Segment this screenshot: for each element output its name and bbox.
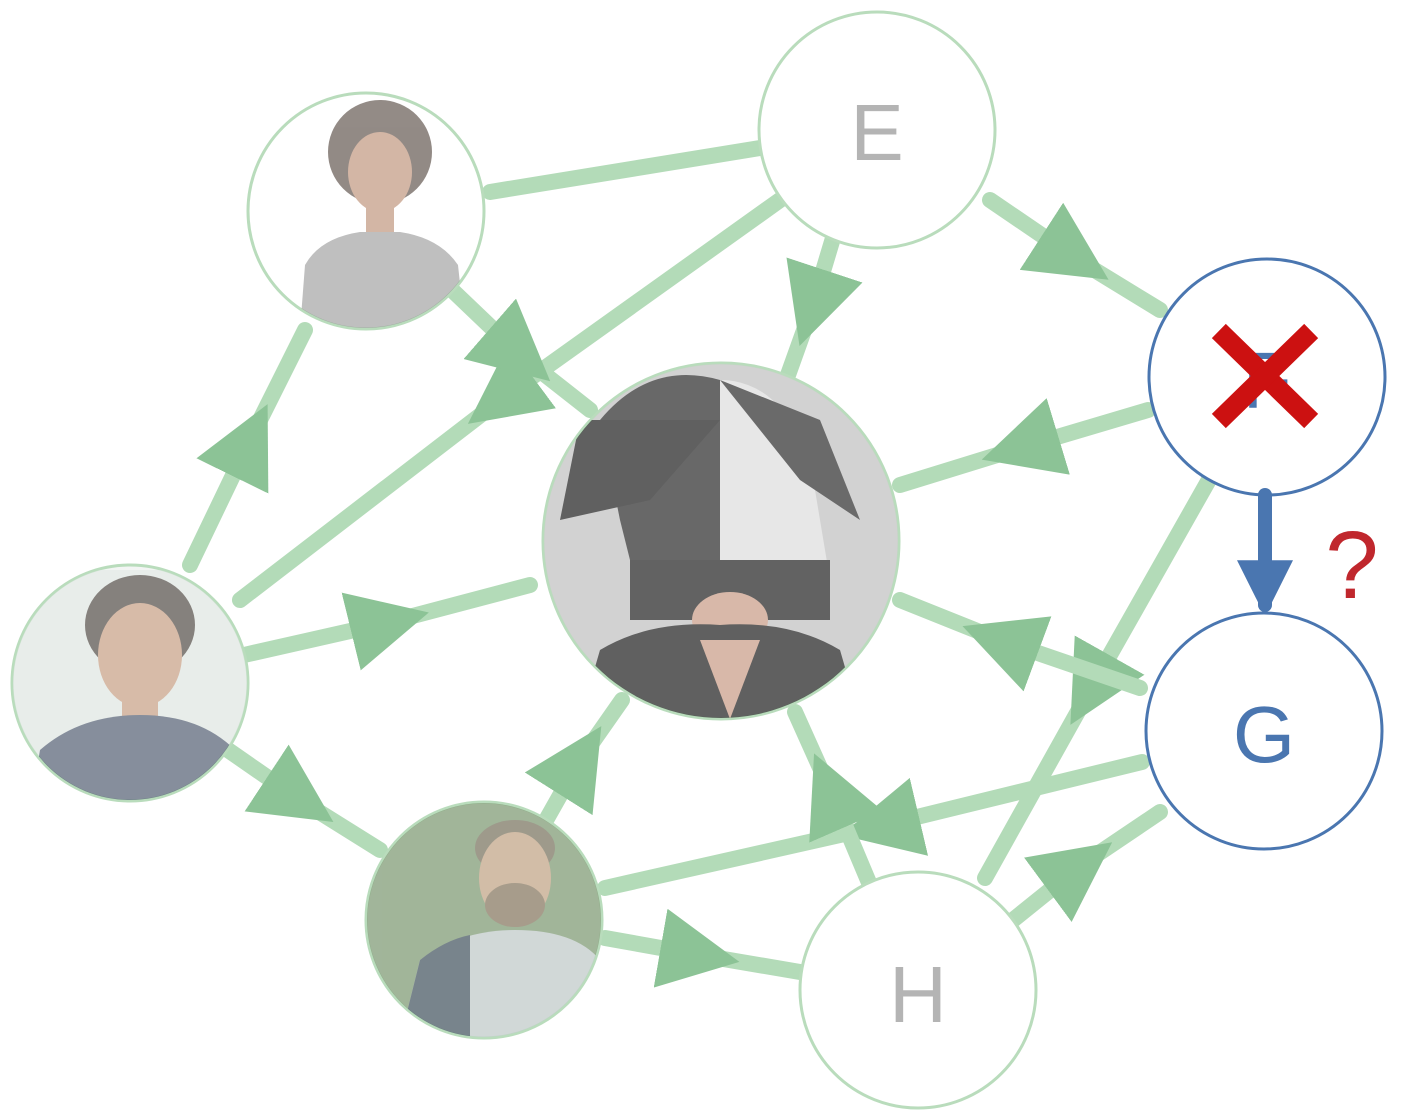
node-e-label: E: [850, 88, 903, 177]
edge-woman-to-bearded: [220, 742, 388, 858]
edge-woman-curly: [182, 322, 313, 573]
node-f: F: [1147, 257, 1387, 497]
edge-e-to-curly: [482, 140, 768, 200]
node-h: H: [798, 870, 1038, 1110]
avatar-bearded-man: [364, 800, 604, 1040]
avatar-curly-man: [246, 91, 486, 331]
person-avatar-icon: [13, 570, 247, 800]
edge-bearded-to-center: [524, 692, 630, 830]
edge-e-f: [982, 192, 1168, 318]
cross-icon: [1211, 323, 1319, 429]
edge-h-to-g: [1005, 804, 1168, 928]
wig-avatar-icon: [544, 364, 898, 718]
edge-bearded-to-h: [597, 908, 808, 988]
edge-f-to-h: [977, 470, 1218, 886]
question-mark: ?: [1325, 512, 1378, 619]
node-h-label: H: [889, 950, 947, 1039]
edge-woman-to-center: [236, 577, 538, 671]
edge-g-to-center: [892, 592, 1148, 696]
edge-curly-to-center: [444, 282, 598, 418]
node-g-label: G: [1233, 690, 1295, 779]
edge-e-to-woman: [232, 192, 788, 608]
avatar-woman: [10, 563, 250, 803]
avatar-center: [541, 361, 901, 721]
edge-e-to-center: [780, 230, 863, 383]
edge-g-to-bearded: [597, 754, 1150, 896]
edge-h-to-center: [787, 704, 883, 893]
faded-edges: [182, 140, 1218, 988]
edge-f-to-center: [892, 398, 1156, 493]
node-e: E: [757, 10, 997, 250]
node-g: G: [1144, 611, 1384, 851]
person-avatar-icon: [300, 100, 465, 328]
